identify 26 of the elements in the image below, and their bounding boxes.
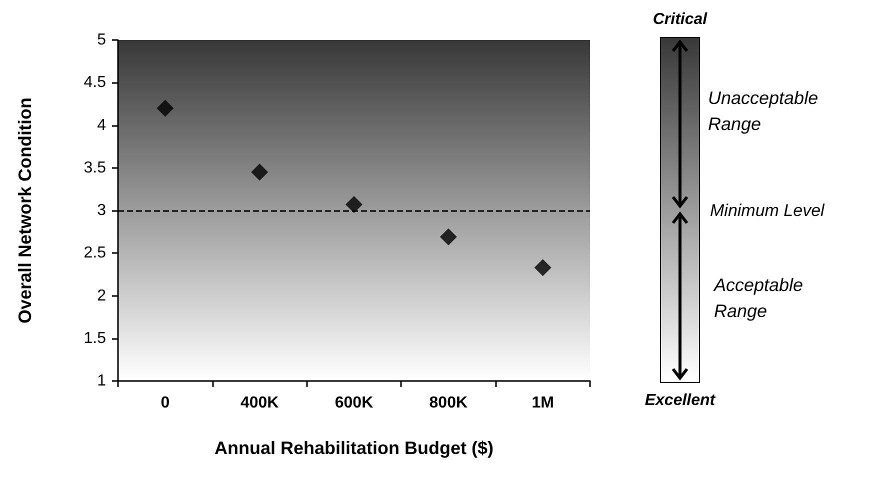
ref-line-label: Minimum Level <box>710 201 826 220</box>
x-tick-label: 600K <box>334 394 374 412</box>
y-tick-label: 1 <box>97 372 106 390</box>
y-tick-label: 1.5 <box>84 330 106 347</box>
y-tick-label: 4.5 <box>84 74 106 92</box>
y-tick-label: 3.5 <box>84 159 106 176</box>
point <box>440 228 457 246</box>
point <box>156 100 174 117</box>
y-tick-label: 3 <box>97 202 106 219</box>
text: Acceptable Range <box>714 274 804 324</box>
x-tick-label: 800K <box>429 394 468 412</box>
y-tick-label: 2.5 <box>84 244 106 262</box>
x-tick-label: 0 <box>160 394 170 412</box>
x-tick-label: 1M <box>532 394 554 412</box>
y-tick-label: 5 <box>97 32 106 48</box>
text: Excellent <box>644 391 717 411</box>
point <box>251 164 268 181</box>
x-tick-label: 400K <box>240 394 280 412</box>
y-axis-title: Overall Network Condition <box>15 97 35 324</box>
point <box>346 196 362 214</box>
x-axis-title: Annual Rehabilitation Budget ($) <box>214 438 494 458</box>
point <box>534 259 552 276</box>
text: Unacceptable Range <box>708 87 820 136</box>
y-tick-label: 2 <box>97 287 106 304</box>
y-tick-label: 4 <box>97 116 106 134</box>
text: Critical <box>652 10 708 30</box>
